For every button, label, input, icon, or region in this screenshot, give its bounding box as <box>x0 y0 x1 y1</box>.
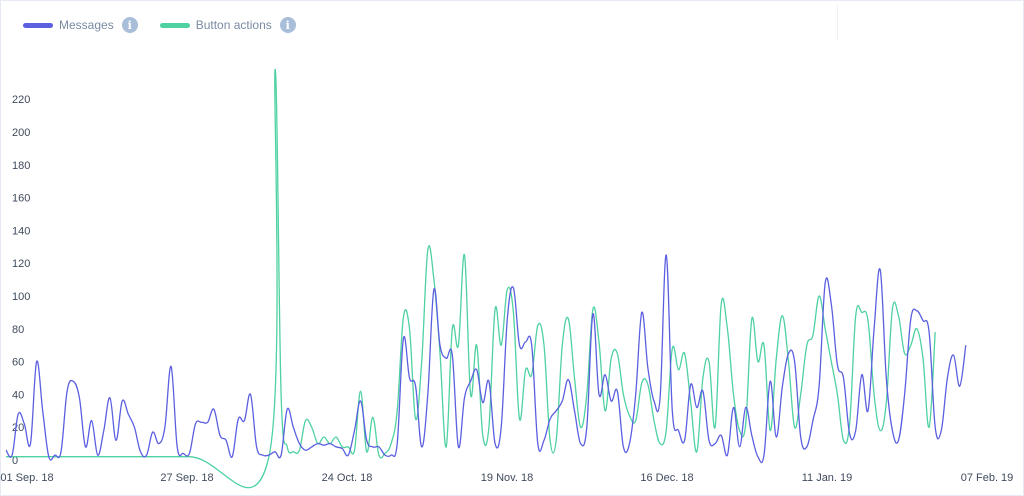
legend-item-messages[interactable]: Messages i <box>23 17 138 33</box>
chart-legend: Messages i Button actions i <box>23 17 318 33</box>
x-tick-label: 11 Jan. 19 <box>802 472 853 484</box>
y-tick-label: 0 <box>12 455 18 467</box>
y-tick-label: 180 <box>12 160 30 172</box>
info-icon[interactable]: i <box>121 17 138 33</box>
series-line-messages[interactable] <box>5 254 967 464</box>
y-tick-label: 80 <box>12 324 24 336</box>
y-tick-label: 120 <box>12 258 30 270</box>
y-tick-label: 100 <box>12 291 30 303</box>
x-tick-label: 24 Oct. 18 <box>322 472 373 484</box>
legend-item-button-actions[interactable]: Button actions i <box>159 17 296 33</box>
toolbar-divider <box>837 5 838 41</box>
y-tick-label: 220 <box>12 94 30 106</box>
x-tick-label: 19 Nov. 18 <box>481 472 533 484</box>
legend-label-messages: Messages <box>59 18 114 32</box>
x-tick-label: 07 Feb. 19 <box>961 472 1014 484</box>
x-tick-label: 16 Dec. 18 <box>640 472 693 484</box>
legend-swatch-button-actions <box>159 22 190 28</box>
y-tick-label: 60 <box>12 357 24 369</box>
x-tick-label: 27 Sep. 18 <box>160 472 213 484</box>
y-tick-label: 40 <box>12 389 24 401</box>
legend-label-button-actions: Button actions <box>195 18 272 32</box>
y-tick-label: 160 <box>12 193 30 205</box>
y-tick-label: 20 <box>12 422 24 434</box>
x-tick-label: 01 Sep. 18 <box>0 472 53 484</box>
series-line-button-actions[interactable] <box>6 69 936 489</box>
info-icon[interactable]: i <box>279 17 296 33</box>
y-tick-label: 140 <box>12 225 30 237</box>
y-tick-label: 200 <box>12 127 30 139</box>
legend-swatch-messages <box>23 22 53 28</box>
